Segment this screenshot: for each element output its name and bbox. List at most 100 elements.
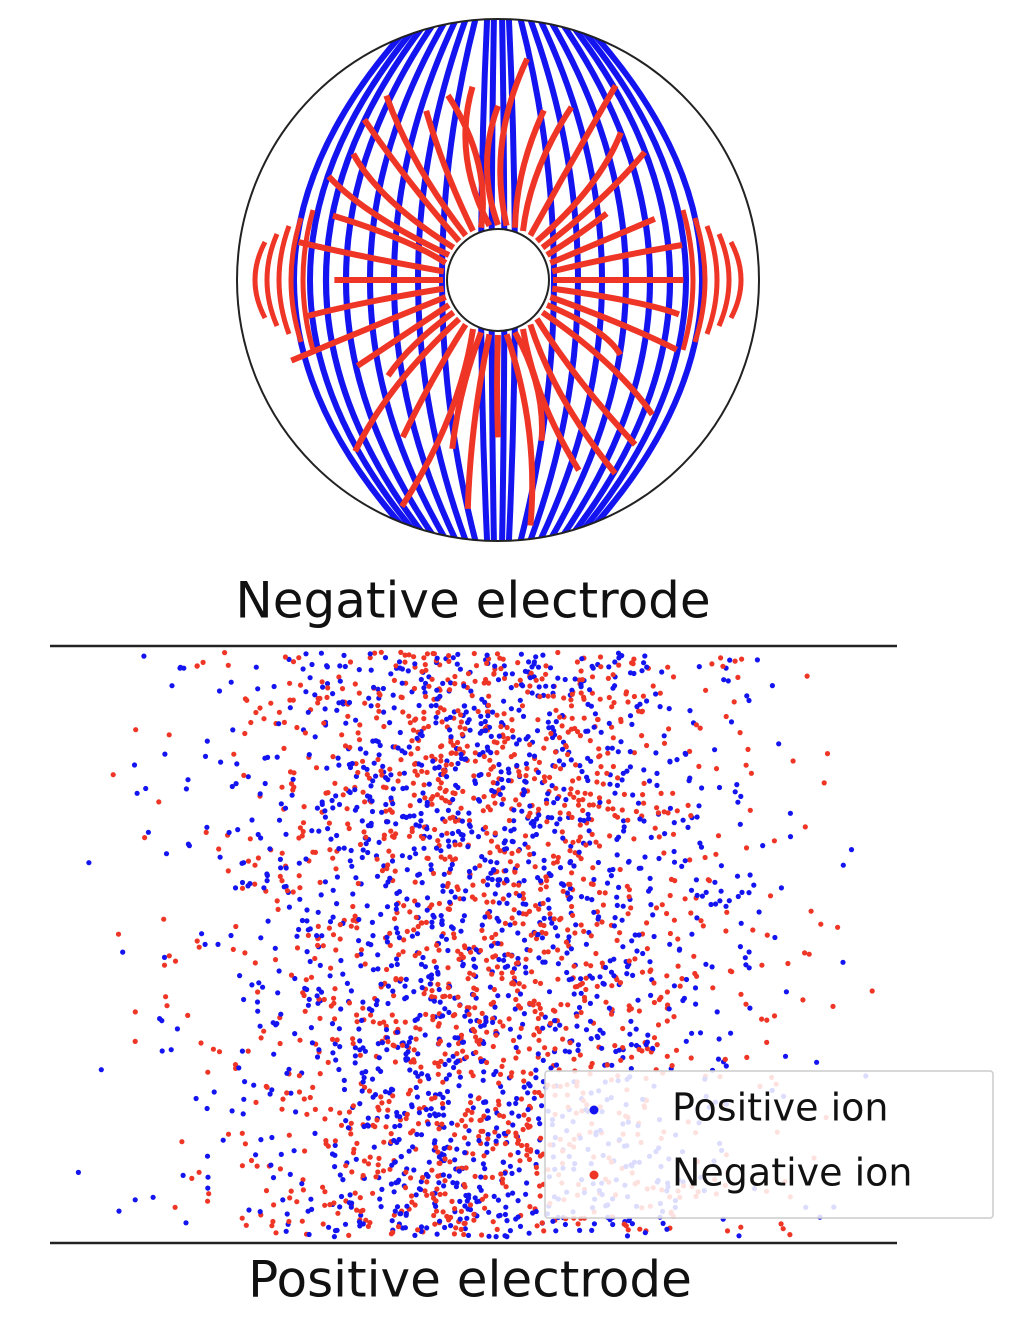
ion-dot xyxy=(540,1057,546,1063)
ion-dot xyxy=(429,753,435,759)
ion-dot xyxy=(575,1042,582,1048)
ion-dot xyxy=(393,906,399,912)
ion-dot xyxy=(194,663,200,669)
ion-dot xyxy=(516,769,522,775)
ion-dot xyxy=(664,989,671,995)
ion-dot xyxy=(513,797,519,803)
ion-dot xyxy=(570,912,576,919)
ion-dot xyxy=(484,1141,490,1147)
ion-dot xyxy=(531,1095,537,1101)
ion-dot xyxy=(399,680,405,686)
ion-dot xyxy=(540,900,546,907)
ion-dot xyxy=(546,989,553,995)
ion-dot xyxy=(739,889,745,896)
ion-dot xyxy=(450,790,456,796)
ion-dot xyxy=(717,898,723,904)
ion-dot xyxy=(230,727,236,733)
ion-dot xyxy=(521,984,527,990)
ion-dot xyxy=(698,844,705,850)
ion-dot xyxy=(727,657,733,663)
ion-dot xyxy=(370,1019,376,1025)
ion-dot xyxy=(400,1042,406,1048)
ion-dot xyxy=(527,1123,533,1129)
ion-dot xyxy=(430,1013,436,1020)
ion-dot xyxy=(625,817,631,823)
ion-dot xyxy=(478,713,484,719)
ion-dot xyxy=(332,986,338,992)
ion-dot xyxy=(305,932,311,939)
ion-dot xyxy=(787,810,794,816)
ion-dot xyxy=(497,877,503,883)
ion-dot xyxy=(381,1019,387,1025)
ion-dot xyxy=(400,1225,406,1231)
ion-dot xyxy=(494,712,500,718)
ion-dot xyxy=(440,680,446,687)
ion-dot xyxy=(314,1054,321,1060)
ion-dot xyxy=(433,1113,439,1119)
ion-dot xyxy=(553,785,559,791)
ion-dot xyxy=(682,858,688,864)
ion-dot xyxy=(687,708,693,714)
ion-dot xyxy=(454,1146,460,1152)
ion-dot xyxy=(294,724,300,731)
ion-dot xyxy=(416,1106,422,1112)
ion-dot xyxy=(400,709,406,715)
ion-dot xyxy=(368,703,374,709)
ion-dot xyxy=(229,1108,235,1114)
ion-dot xyxy=(458,1208,464,1214)
ion-dot xyxy=(477,1117,483,1123)
ion-dot xyxy=(519,703,526,709)
ion-dot xyxy=(515,930,521,936)
ion-dot xyxy=(288,1090,294,1096)
ion-dot xyxy=(453,1024,459,1030)
ion-dot xyxy=(401,770,407,776)
ion-dot xyxy=(434,1186,440,1192)
inner-hole xyxy=(446,228,550,332)
ion-dot xyxy=(418,961,425,967)
ion-dot xyxy=(254,1163,260,1169)
ion-dot xyxy=(446,653,452,659)
ion-dot xyxy=(535,664,542,670)
ion-dot xyxy=(312,1106,318,1112)
ion-dot xyxy=(422,662,428,668)
ion-dot xyxy=(261,716,267,722)
ion-dot xyxy=(414,1016,420,1022)
ion-dot xyxy=(693,1001,699,1007)
field-line xyxy=(400,322,469,439)
ion-dot xyxy=(450,1053,456,1059)
ion-dot xyxy=(432,1095,438,1101)
ion-dot xyxy=(727,968,734,974)
ion-dot xyxy=(286,904,292,910)
ion-dot xyxy=(216,846,222,852)
ion-dot xyxy=(297,825,303,831)
ion-dot xyxy=(492,891,498,897)
ion-dot xyxy=(337,1172,343,1178)
ion-dot xyxy=(408,751,414,757)
ion-dot xyxy=(734,873,741,879)
ion-dot xyxy=(132,1038,138,1044)
field-line xyxy=(483,104,501,227)
ion-dot xyxy=(466,868,472,875)
ion-dot xyxy=(566,934,572,940)
ion-dot xyxy=(286,1132,292,1138)
ion-dot xyxy=(577,763,583,769)
field-line xyxy=(549,294,679,353)
ion-dot xyxy=(677,946,683,952)
ion-dot xyxy=(558,1001,564,1008)
ion-dot xyxy=(322,1116,328,1122)
ion-dot xyxy=(748,770,755,776)
ion-dot xyxy=(363,1217,369,1223)
field-line xyxy=(304,285,445,320)
ion-dot xyxy=(202,941,208,948)
ion-dot xyxy=(465,671,472,677)
ion-dot xyxy=(393,821,399,827)
ion-dot xyxy=(448,761,455,767)
ion-dot xyxy=(751,882,757,888)
ion-dot xyxy=(591,1221,598,1227)
ion-dot xyxy=(577,733,584,739)
ion-dot xyxy=(198,1040,204,1046)
ion-dot xyxy=(400,949,406,955)
ion-dot xyxy=(404,867,410,873)
ion-dot xyxy=(396,952,402,958)
field-line xyxy=(399,328,476,509)
